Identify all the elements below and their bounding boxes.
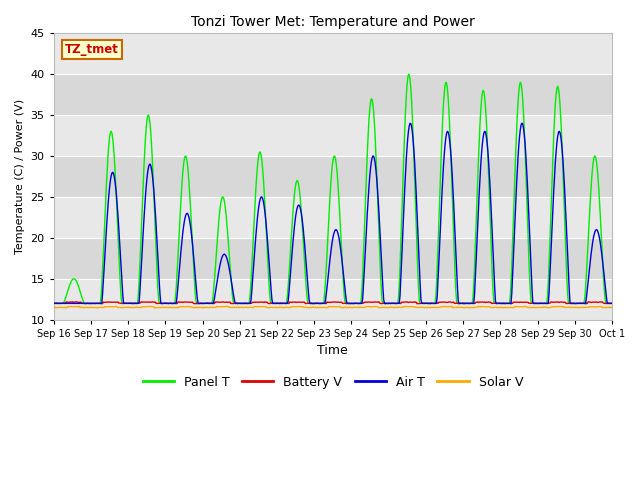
Air T — [204, 300, 211, 306]
Battery V — [174, 300, 182, 305]
Battery V — [608, 300, 616, 306]
Air T — [417, 297, 425, 303]
Panel T — [60, 300, 68, 305]
Line: Solar V: Solar V — [54, 306, 612, 308]
Legend: Panel T, Battery V, Air T, Solar V: Panel T, Battery V, Air T, Solar V — [138, 371, 528, 394]
Solar V — [60, 305, 68, 311]
Bar — [54, 156, 612, 197]
Line: Air T: Air T — [54, 123, 612, 303]
Panel T — [608, 300, 616, 306]
Solar V — [223, 303, 230, 309]
Battery V — [50, 300, 58, 306]
Solar V — [50, 305, 58, 311]
Battery V — [117, 300, 125, 306]
Solar V — [466, 305, 474, 311]
Battery V — [204, 300, 211, 306]
Bar — [54, 197, 612, 238]
Text: TZ_tmet: TZ_tmet — [65, 43, 119, 56]
Panel T — [117, 295, 125, 301]
Bar — [54, 238, 612, 279]
Battery V — [411, 299, 419, 305]
Y-axis label: Temperature (C) / Power (V): Temperature (C) / Power (V) — [15, 99, 25, 254]
Bar — [54, 33, 612, 74]
Air T — [401, 188, 408, 193]
Solar V — [401, 304, 409, 310]
Solar V — [117, 305, 125, 311]
Line: Panel T: Panel T — [54, 74, 612, 303]
Battery V — [418, 300, 426, 306]
Air T — [117, 267, 125, 273]
Battery V — [60, 300, 68, 306]
Solar V — [204, 304, 211, 310]
Bar — [54, 279, 612, 320]
Solar V — [174, 304, 182, 310]
Panel T — [404, 72, 412, 77]
Panel T — [174, 255, 182, 261]
Solar V — [608, 304, 616, 310]
Title: Tonzi Tower Met: Temperature and Power: Tonzi Tower Met: Temperature and Power — [191, 15, 475, 29]
Panel T — [418, 300, 426, 306]
Battery V — [401, 299, 408, 305]
Bar — [54, 115, 612, 156]
Air T — [174, 284, 182, 289]
Bar — [54, 74, 612, 115]
Air T — [50, 300, 58, 306]
Air T — [608, 300, 616, 306]
Panel T — [401, 129, 408, 135]
Solar V — [418, 304, 426, 310]
Panel T — [204, 300, 211, 306]
Air T — [60, 300, 68, 306]
Panel T — [50, 300, 58, 306]
Air T — [518, 120, 525, 126]
X-axis label: Time: Time — [317, 344, 348, 357]
Battery V — [507, 301, 515, 307]
Line: Battery V: Battery V — [54, 302, 612, 304]
